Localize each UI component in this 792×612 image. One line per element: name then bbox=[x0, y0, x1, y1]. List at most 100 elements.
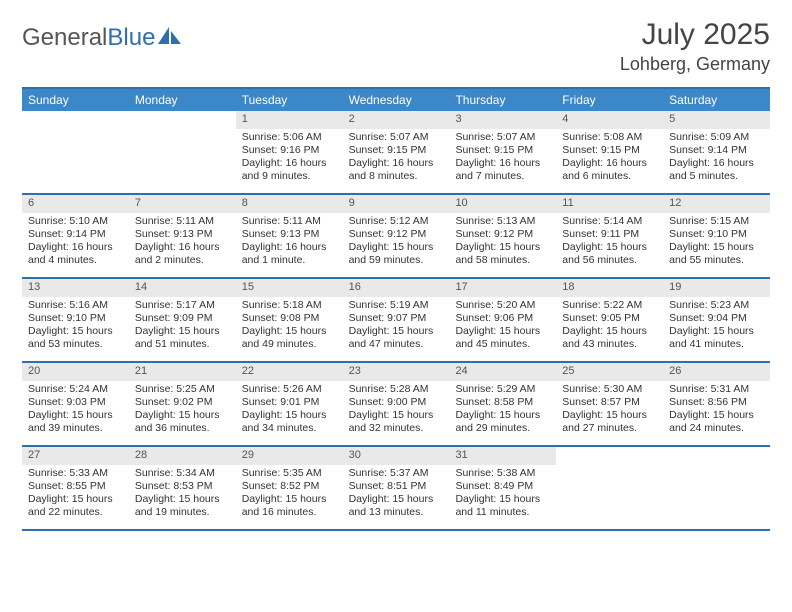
day-body: Sunrise: 5:28 AMSunset: 9:00 PMDaylight:… bbox=[343, 381, 450, 440]
day-cell: 16Sunrise: 5:19 AMSunset: 9:07 PMDayligh… bbox=[343, 279, 450, 361]
day-line: Sunset: 9:14 PM bbox=[669, 144, 764, 157]
day-line: Daylight: 15 hours bbox=[242, 325, 337, 338]
day-line: Daylight: 15 hours bbox=[135, 325, 230, 338]
day-body: Sunrise: 5:08 AMSunset: 9:15 PMDaylight:… bbox=[556, 129, 663, 188]
day-body: Sunrise: 5:07 AMSunset: 9:15 PMDaylight:… bbox=[449, 129, 556, 188]
day-number: 19 bbox=[663, 279, 770, 297]
day-line: Sunset: 9:12 PM bbox=[455, 228, 550, 241]
day-cell bbox=[129, 111, 236, 193]
day-body bbox=[129, 115, 236, 121]
day-line: and 59 minutes. bbox=[349, 254, 444, 267]
day-header: Tuesday bbox=[236, 89, 343, 111]
day-body: Sunrise: 5:14 AMSunset: 9:11 PMDaylight:… bbox=[556, 213, 663, 272]
day-cell bbox=[556, 447, 663, 529]
day-line: Sunrise: 5:12 AM bbox=[349, 215, 444, 228]
day-line: Sunrise: 5:18 AM bbox=[242, 299, 337, 312]
logo-text-2: Blue bbox=[107, 24, 155, 52]
day-header: Thursday bbox=[449, 89, 556, 111]
day-line: Daylight: 15 hours bbox=[669, 325, 764, 338]
day-cell: 4Sunrise: 5:08 AMSunset: 9:15 PMDaylight… bbox=[556, 111, 663, 193]
day-line: Sunset: 9:00 PM bbox=[349, 396, 444, 409]
day-line: and 58 minutes. bbox=[455, 254, 550, 267]
day-number: 10 bbox=[449, 195, 556, 213]
day-line: and 19 minutes. bbox=[135, 506, 230, 519]
day-line: Sunrise: 5:11 AM bbox=[135, 215, 230, 228]
day-cell: 13Sunrise: 5:16 AMSunset: 9:10 PMDayligh… bbox=[22, 279, 129, 361]
day-line: Sunrise: 5:29 AM bbox=[455, 383, 550, 396]
day-number: 20 bbox=[22, 363, 129, 381]
day-line: Daylight: 15 hours bbox=[562, 409, 657, 422]
day-line: and 34 minutes. bbox=[242, 422, 337, 435]
day-line: Sunset: 8:51 PM bbox=[349, 480, 444, 493]
day-number: 1 bbox=[236, 111, 343, 129]
day-line: Sunrise: 5:22 AM bbox=[562, 299, 657, 312]
day-line: Sunrise: 5:37 AM bbox=[349, 467, 444, 480]
day-line: and 53 minutes. bbox=[28, 338, 123, 351]
day-header: Sunday bbox=[22, 89, 129, 111]
day-body bbox=[556, 451, 663, 457]
day-cell: 15 Sunrise: 5:18 AMSunset: 9:08 PMDayligh… bbox=[236, 279, 343, 361]
day-line: Sunset: 9:15 PM bbox=[562, 144, 657, 157]
day-line: Sunset: 9:14 PM bbox=[28, 228, 123, 241]
day-line: and 1 minute. bbox=[242, 254, 337, 267]
day-line: and 47 minutes. bbox=[349, 338, 444, 351]
day-body: Sunrise: 5:16 AMSunset: 9:10 PMDaylight:… bbox=[22, 297, 129, 356]
day-line: Sunset: 9:02 PM bbox=[135, 396, 230, 409]
day-line: and 41 minutes. bbox=[669, 338, 764, 351]
day-line: and 43 minutes. bbox=[562, 338, 657, 351]
day-cell: 29Sunrise: 5:35 AMSunset: 8:52 PMDayligh… bbox=[236, 447, 343, 529]
day-line: Sunset: 9:13 PM bbox=[242, 228, 337, 241]
day-body: Sunrise: 5:07 AMSunset: 9:15 PMDaylight:… bbox=[343, 129, 450, 188]
day-cell bbox=[22, 111, 129, 193]
day-body: Sunrise: 5:22 AMSunset: 9:05 PMDaylight:… bbox=[556, 297, 663, 356]
day-line: Sunset: 8:57 PM bbox=[562, 396, 657, 409]
day-cell: 27Sunrise: 5:33 AMSunset: 8:55 PMDayligh… bbox=[22, 447, 129, 529]
week-row: 27Sunrise: 5:33 AMSunset: 8:55 PMDayligh… bbox=[22, 447, 770, 531]
day-line: and 6 minutes. bbox=[562, 170, 657, 183]
day-line: Sunrise: 5:06 AM bbox=[242, 131, 337, 144]
day-line: Sunset: 9:06 PM bbox=[455, 312, 550, 325]
day-line: Daylight: 15 hours bbox=[135, 409, 230, 422]
week-row: 1Sunrise: 5:06 AMSunset: 9:16 PMDaylight… bbox=[22, 111, 770, 195]
day-line: and 24 minutes. bbox=[669, 422, 764, 435]
week-row: 13Sunrise: 5:16 AMSunset: 9:10 PMDayligh… bbox=[22, 279, 770, 363]
day-number: 12 bbox=[663, 195, 770, 213]
day-number: 6 bbox=[22, 195, 129, 213]
day-line: Daylight: 16 hours bbox=[455, 157, 550, 170]
day-number: 13 bbox=[22, 279, 129, 297]
day-line: Sunrise: 5:25 AM bbox=[135, 383, 230, 396]
day-number: 9 bbox=[343, 195, 450, 213]
day-cell: 6Sunrise: 5:10 AMSunset: 9:14 PMDaylight… bbox=[22, 195, 129, 277]
day-cell: 26Sunrise: 5:31 AMSunset: 8:56 PMDayligh… bbox=[663, 363, 770, 445]
day-line: Sunset: 9:08 PM bbox=[242, 312, 337, 325]
day-line: Daylight: 15 hours bbox=[455, 241, 550, 254]
day-line: Daylight: 16 hours bbox=[242, 241, 337, 254]
day-line: Sunrise: 5:16 AM bbox=[28, 299, 123, 312]
day-line: Daylight: 16 hours bbox=[349, 157, 444, 170]
day-cell: 28Sunrise: 5:34 AMSunset: 8:53 PMDayligh… bbox=[129, 447, 236, 529]
day-cell: 10Sunrise: 5:13 AMSunset: 9:12 PMDayligh… bbox=[449, 195, 556, 277]
day-cell: 20Sunrise: 5:24 AMSunset: 9:03 PMDayligh… bbox=[22, 363, 129, 445]
day-line: Sunrise: 5:28 AM bbox=[349, 383, 444, 396]
day-line: Daylight: 15 hours bbox=[242, 493, 337, 506]
day-number: 17 bbox=[449, 279, 556, 297]
day-line: and 16 minutes. bbox=[242, 506, 337, 519]
day-number: 8 bbox=[236, 195, 343, 213]
day-cell: 7Sunrise: 5:11 AMSunset: 9:13 PMDaylight… bbox=[129, 195, 236, 277]
day-header: Wednesday bbox=[343, 89, 450, 111]
day-cell: 2Sunrise: 5:07 AMSunset: 9:15 PMDaylight… bbox=[343, 111, 450, 193]
week-row: 20Sunrise: 5:24 AMSunset: 9:03 PMDayligh… bbox=[22, 363, 770, 447]
day-cell: 12Sunrise: 5:15 AMSunset: 9:10 PMDayligh… bbox=[663, 195, 770, 277]
day-line: Daylight: 15 hours bbox=[349, 409, 444, 422]
day-number: 15 bbox=[236, 279, 343, 297]
day-body: Sunrise: 5:33 AMSunset: 8:55 PMDaylight:… bbox=[22, 465, 129, 524]
day-body: Sunrise: 5:25 AMSunset: 9:02 PMDaylight:… bbox=[129, 381, 236, 440]
day-header: Friday bbox=[556, 89, 663, 111]
day-line: and 13 minutes. bbox=[349, 506, 444, 519]
day-body bbox=[663, 451, 770, 457]
day-number: 2 bbox=[343, 111, 450, 129]
day-line: Daylight: 15 hours bbox=[349, 241, 444, 254]
day-line: Sunset: 9:07 PM bbox=[349, 312, 444, 325]
day-cell: 24Sunrise: 5:29 AMSunset: 8:58 PMDayligh… bbox=[449, 363, 556, 445]
day-line: Daylight: 15 hours bbox=[28, 493, 123, 506]
